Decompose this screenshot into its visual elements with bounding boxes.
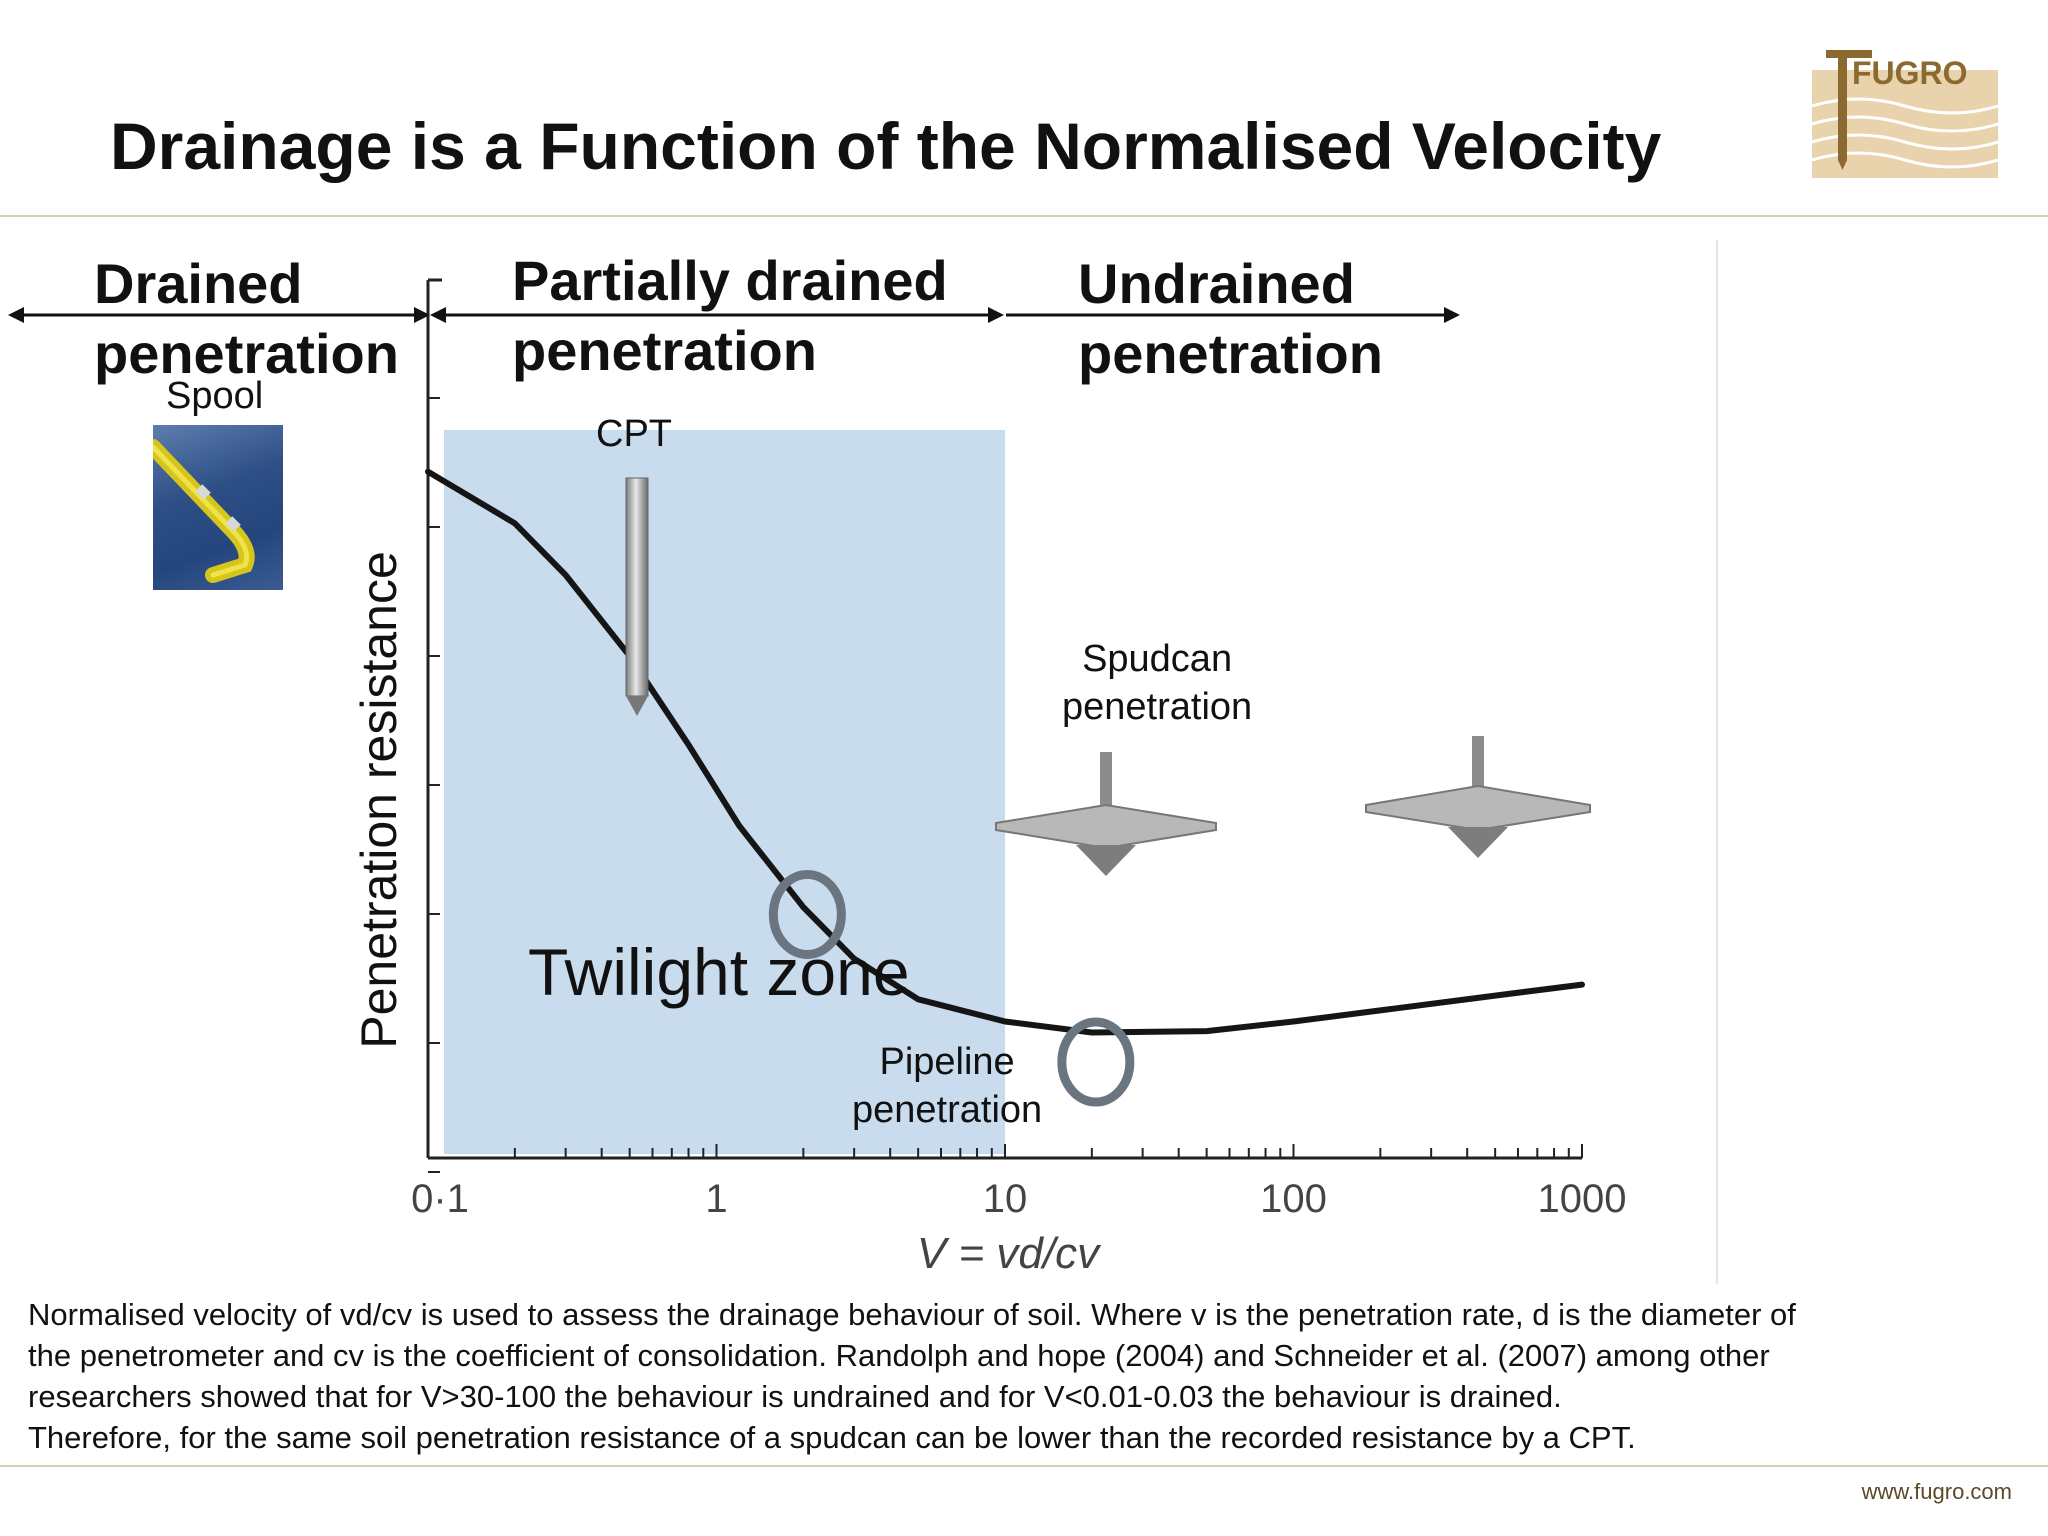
zone-label-undrained: Undrained penetration [1078,252,1383,385]
x-tick-label: 100 [1260,1177,1327,1221]
pipeline-label: Pipeline penetration [852,1041,1043,1131]
caption-line-1: Normalised velocity of vd/cv is used to … [28,1297,1796,1332]
logo-text: FUGRO [1852,55,1968,91]
undrained-arrowhead-right [1444,307,1460,323]
y-axis-title: Penetration resistance [351,551,407,1049]
x-tick-label: 10 [983,1177,1028,1221]
x-tick-label: 1000 [1538,1177,1627,1221]
spool-photo [153,425,283,590]
pipeline-marker-circle [1057,1017,1135,1107]
x-tick-label: 0·1 [411,1177,469,1221]
resistance-curve [425,468,1585,1036]
fugro-logo: FUGRO [1812,50,1998,178]
twilight-zone-label: Twilight zone [528,935,910,1009]
x-axis-title: V = vd/cv [917,1229,1102,1278]
cpt-tip [626,696,648,716]
spudcan-icon-2 [1365,736,1591,858]
footer-rule [0,1465,2048,1467]
slide-title: Drainage is a Function of the Normalised… [110,109,1662,183]
spudcan-label: Spudcan penetration [1062,638,1253,728]
partial-arrowhead-left [430,307,446,323]
partial-arrowhead-right [988,307,1004,323]
content-divider [1716,240,1718,1284]
spudcan-icon-1 [995,752,1217,876]
zone-label-partially-drained: Partially drained penetration [512,249,948,382]
zone-label-drained: Drained penetration [94,252,399,385]
caption-line-3: researchers showed that for V>30-100 the… [28,1379,1562,1414]
spool-label: Spool [166,375,264,417]
header-rule [0,215,2048,217]
cpt-label: CPT [596,413,672,455]
caption: Normalised velocity of vd/cv is used to … [28,1294,2018,1458]
footer-url: www.fugro.com [1861,1479,2012,1504]
x-tick-label: 1 [705,1177,727,1221]
caption-line-2: the penetrometer and cv is the coefficie… [28,1338,1770,1373]
drained-arrowhead-left [8,307,24,323]
drained-arrowhead-right [414,307,430,323]
caption-line-4: Therefore, for the same soil penetration… [28,1420,1636,1455]
cpt-marker-circle [768,869,846,959]
